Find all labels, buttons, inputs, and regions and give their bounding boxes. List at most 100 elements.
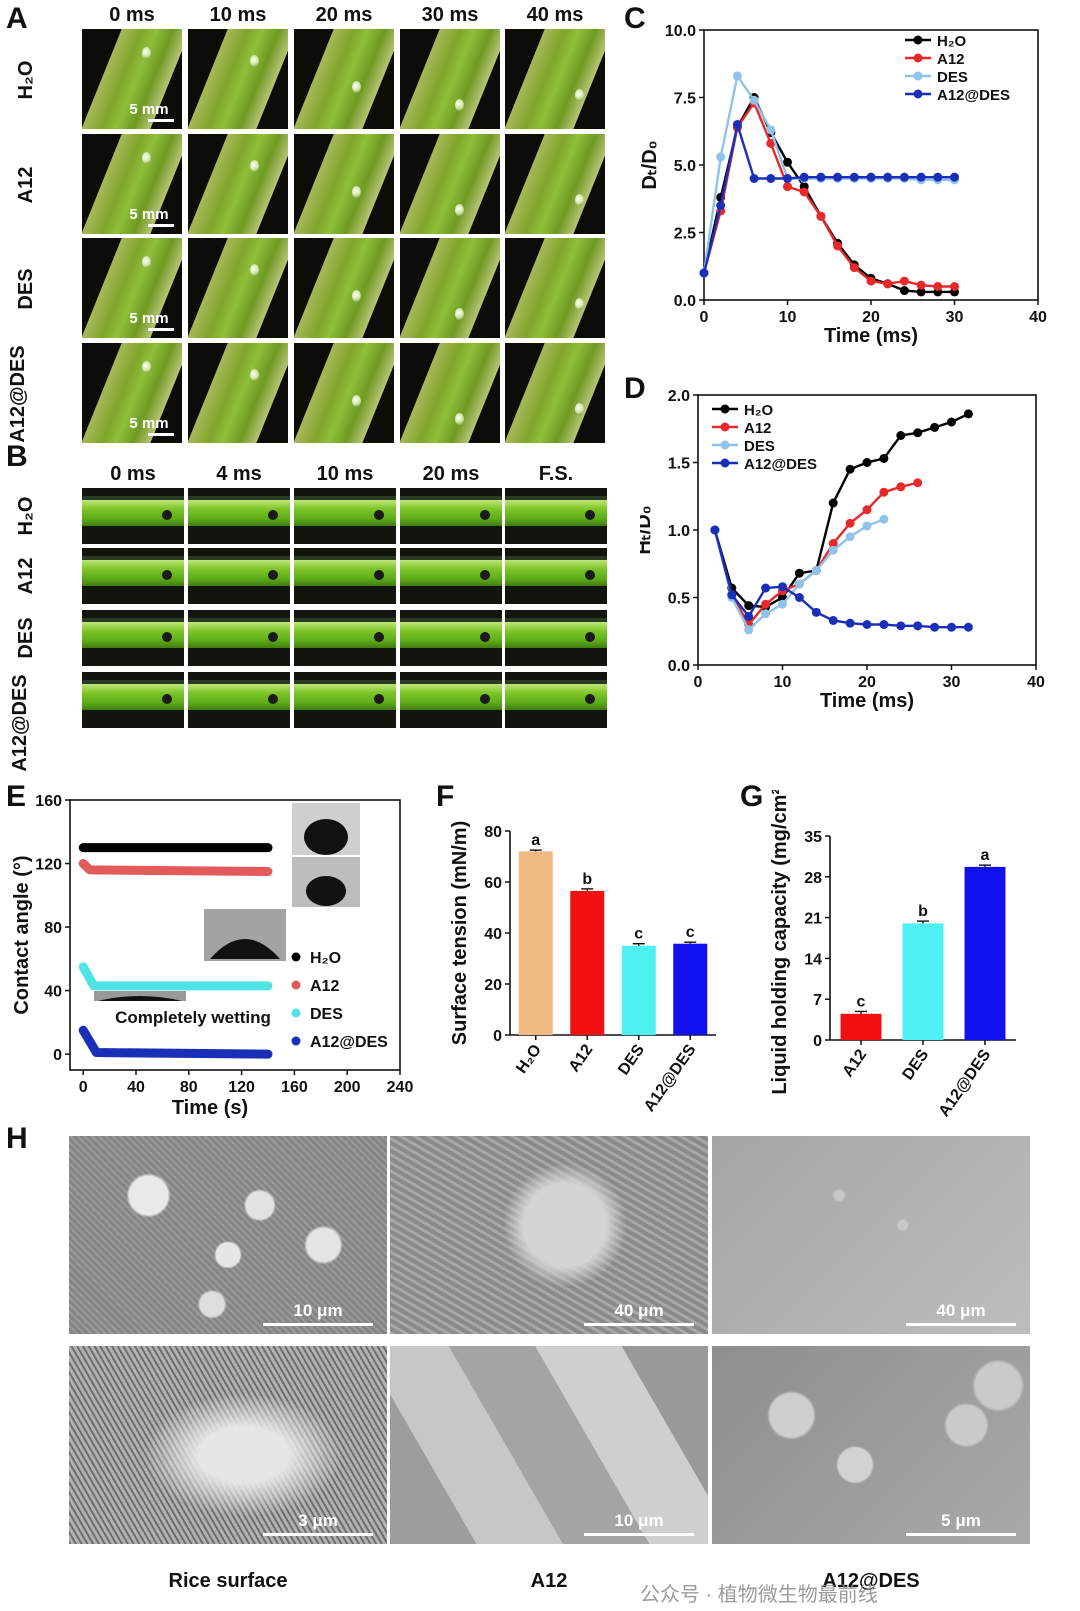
- data-point: [794, 579, 804, 589]
- y-tick-label: 0: [813, 1033, 822, 1050]
- scale-bar-label: 10 μm: [614, 1511, 664, 1530]
- scale-bar: 40 μm: [584, 1301, 694, 1326]
- leaf-blade: [400, 134, 500, 234]
- legend-marker: [913, 35, 923, 45]
- bar: [621, 945, 656, 1035]
- data-point: [828, 615, 838, 625]
- leaf-blade: [400, 29, 500, 129]
- data-point: [933, 282, 943, 291]
- data-point: [845, 532, 855, 542]
- scale-bar-label: 5 mm: [129, 310, 169, 327]
- leaf-photo: [505, 343, 605, 443]
- significance-letter: c: [857, 993, 866, 1010]
- data-point: [896, 482, 906, 492]
- scale-bar-line: [584, 1323, 694, 1326]
- droplet: [374, 694, 384, 704]
- leaf-blade: [400, 238, 500, 338]
- x-axis-label: Time (ms): [820, 690, 914, 712]
- data-point: [783, 174, 792, 183]
- data-point: [866, 172, 876, 182]
- bar: [673, 943, 708, 1035]
- scale-bar-line: [148, 433, 174, 436]
- column-header: 0 ms: [109, 4, 155, 26]
- bar: [518, 851, 553, 1035]
- x-tick-label: A12: [566, 1041, 597, 1075]
- micrograph-caption: A12: [530, 1570, 568, 1592]
- sem-micrograph: 10 μm: [69, 1136, 387, 1334]
- chart-f-svg: 0 20 40 60 80 Surface tension (mN/m) a H₂O b A12 c…: [450, 821, 716, 1115]
- leaf-photo: [505, 29, 605, 129]
- scale-bar-label: 5 mm: [129, 101, 169, 118]
- data-point: [811, 566, 821, 575]
- y-tick-label: 28: [804, 870, 822, 887]
- data-point: [899, 286, 909, 296]
- legend-marker: [291, 952, 301, 962]
- leaf-side-photo: [400, 488, 502, 544]
- sem-micrograph: 40 μm: [390, 1136, 708, 1334]
- watermark: 公众号 · 植物微生物最前线: [640, 1584, 878, 1606]
- data-point: [947, 417, 956, 427]
- data-point: [899, 172, 909, 182]
- legend-label: A12@DES: [310, 1034, 388, 1051]
- leaf-edge: [188, 618, 290, 622]
- panel-letter-f: F: [436, 780, 455, 813]
- column-header: 30 ms: [421, 4, 479, 26]
- x-tick-label: 20: [858, 674, 876, 691]
- droplet: [480, 632, 490, 642]
- y-axis-label: Hₜ/D₀: [640, 505, 655, 554]
- data-point: [833, 172, 843, 182]
- scale-bar-line: [148, 328, 174, 331]
- x-tick-label: 0: [700, 309, 709, 326]
- data-point: [783, 157, 792, 167]
- x-tick-label: A12@DES: [641, 1041, 700, 1115]
- leaf-photo: 5 mm: [82, 343, 182, 443]
- droplet: [268, 694, 278, 704]
- data-point: [761, 583, 771, 593]
- significance-letter: c: [686, 924, 695, 941]
- scale-bar-label: 5 mm: [129, 415, 169, 432]
- series-band: [78, 859, 273, 876]
- leaf-edge: [505, 496, 607, 500]
- scale-bar-label: 5 μm: [941, 1511, 981, 1530]
- legend-marker: [720, 404, 730, 414]
- y-tick-label: 120: [35, 857, 62, 874]
- y-tick-label: 80: [44, 920, 62, 937]
- leaf-photo: [400, 343, 500, 443]
- data-point: [913, 428, 923, 438]
- leaf-photo: 5 mm: [82, 29, 182, 129]
- data-point: [828, 545, 838, 555]
- leaf-blade: [188, 343, 288, 443]
- legend-marker: [291, 1036, 301, 1046]
- legend-label: DES: [744, 438, 775, 455]
- droplet-a12des: [98, 996, 182, 1001]
- droplet: [585, 510, 595, 520]
- droplet: [162, 632, 172, 642]
- droplet: [250, 264, 259, 276]
- row-label: A12@DES: [7, 345, 29, 443]
- chart-d-svg: 0 10 20 30 40 0.0 0.5 1.0 1.5 2.0 Time (ms) Hₜ/D₀ H₂…: [640, 388, 1045, 712]
- data-point: [933, 172, 943, 182]
- x-tick-label: DES: [899, 1046, 932, 1083]
- y-tick-label: 10.0: [665, 23, 696, 40]
- x-tick-label: DES: [615, 1041, 648, 1078]
- data-point: [930, 422, 940, 432]
- data-point: [950, 282, 959, 291]
- x-tick-label: 160: [281, 1079, 308, 1096]
- micrograph-caption: Rice surface: [168, 1570, 288, 1592]
- data-point: [799, 187, 809, 197]
- row-label: A12@DES: [9, 674, 31, 772]
- data-point: [879, 487, 889, 497]
- y-tick-label: 40: [44, 984, 62, 1001]
- series-line: [702, 72, 955, 274]
- plot-frame: [703, 29, 1039, 301]
- leaf-side-photo: [505, 488, 607, 544]
- series-line: [713, 412, 969, 609]
- significance-letter: b: [582, 871, 592, 888]
- y-tick-label: 2.0: [668, 388, 690, 405]
- data-point: [783, 182, 792, 192]
- droplet: [480, 694, 490, 704]
- x-tick-label: 80: [180, 1079, 198, 1096]
- y-tick-label: 35: [804, 829, 822, 846]
- panel-letter-d: D: [624, 372, 646, 405]
- data-point: [778, 599, 787, 609]
